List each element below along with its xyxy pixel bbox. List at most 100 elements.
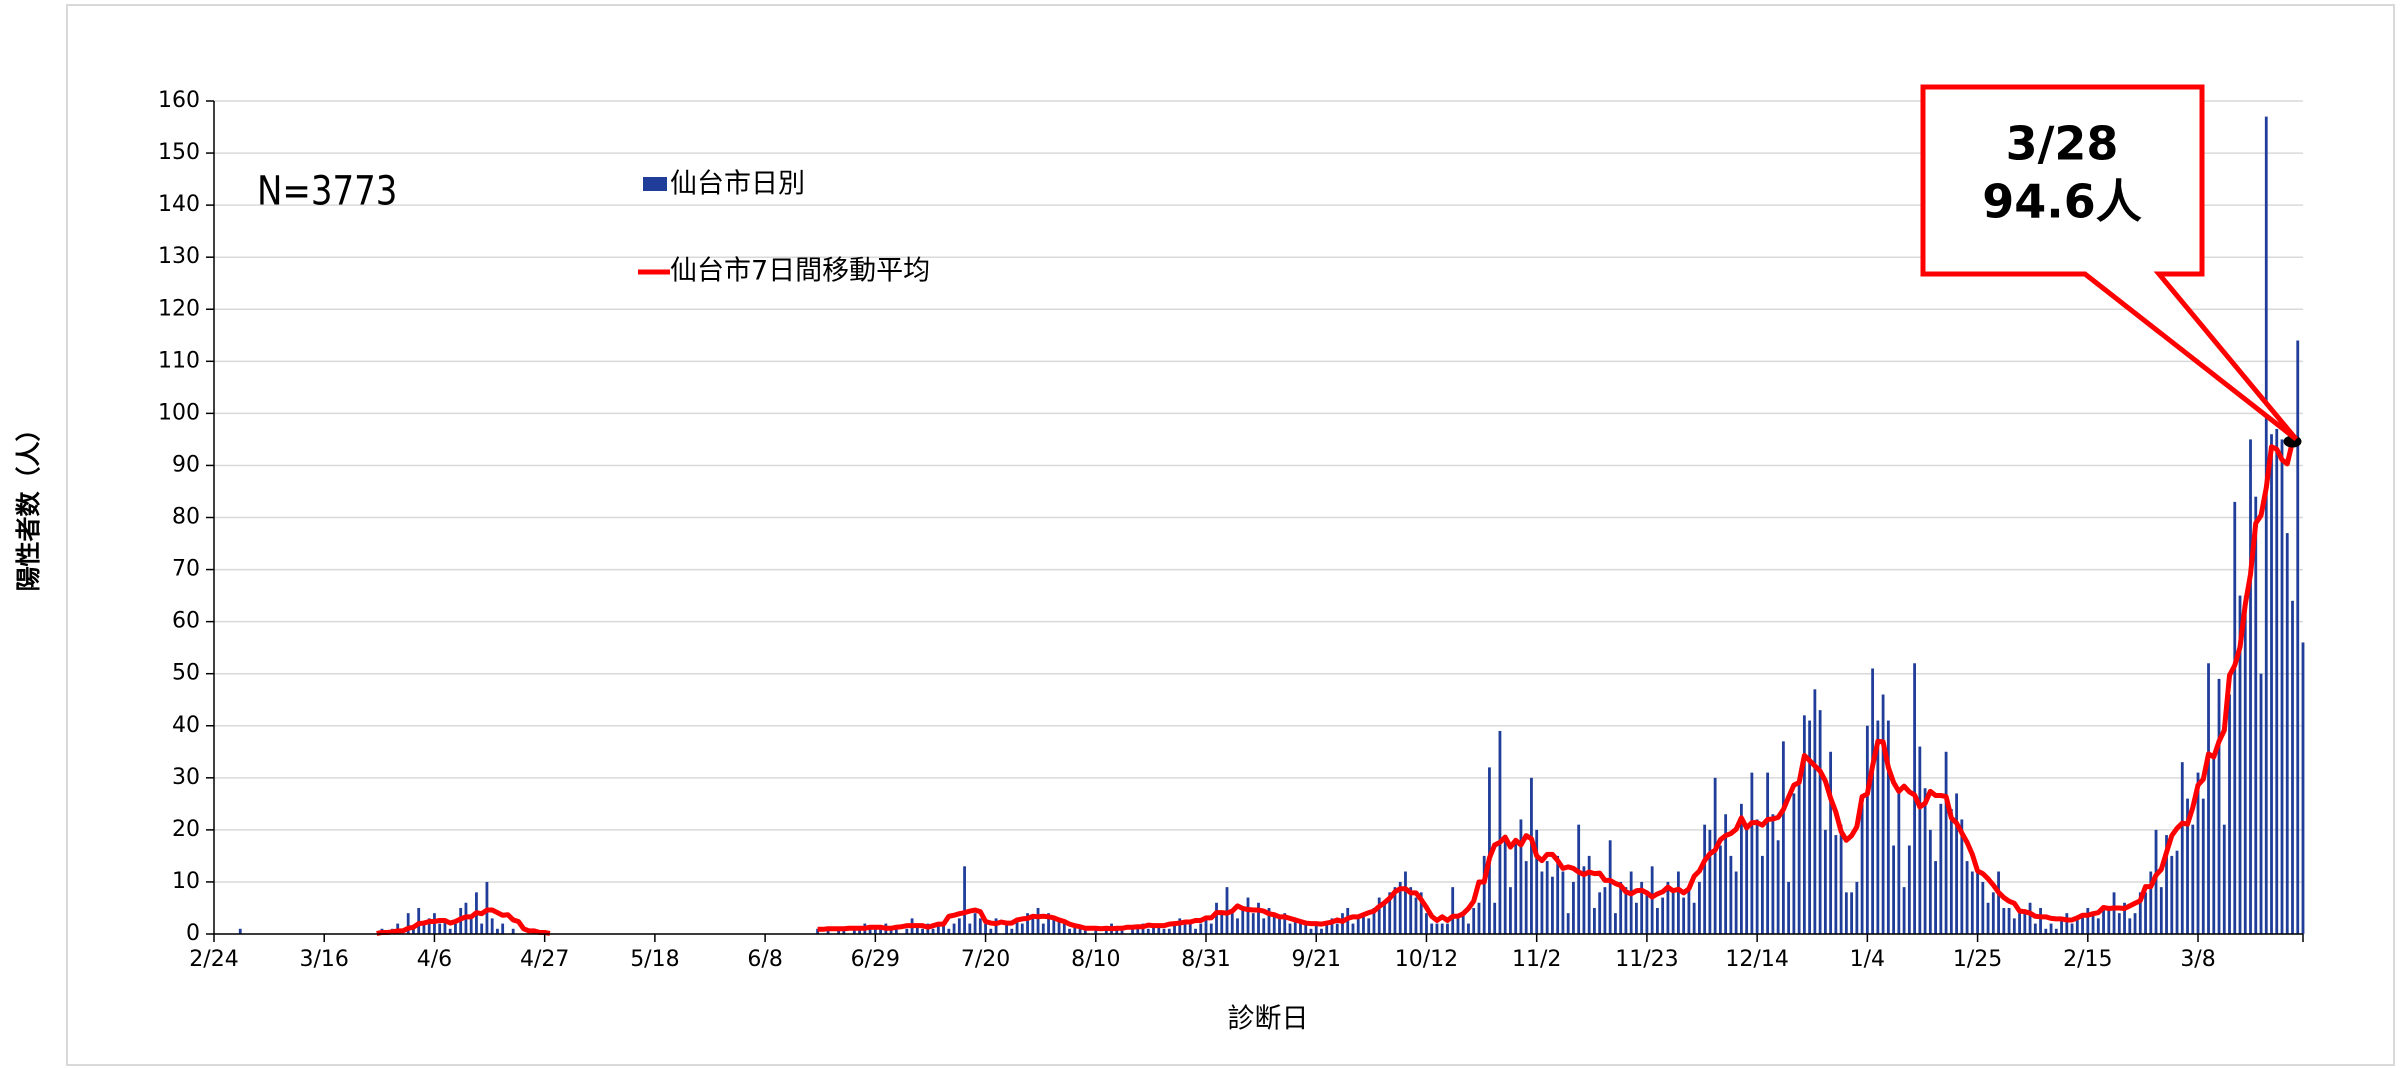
y-axis-label: 陽性者数（人）: [14, 416, 43, 591]
axes: 0 10 20 30 40 50 60 70 80 90 100 110 120 130 140 150 160…: [158, 88, 2304, 972]
bar: [1251, 913, 1255, 934]
bar: [1036, 907, 1040, 934]
y-tick-label: 160: [158, 88, 200, 113]
bar: [2233, 501, 2237, 934]
bar: [1467, 923, 1470, 934]
bar: [1309, 928, 1313, 934]
bar: [1949, 809, 1953, 934]
bar: [1335, 923, 1339, 934]
bar: [1781, 741, 1785, 934]
bar: [1960, 819, 1964, 934]
bar: [1267, 907, 1271, 934]
bar: [448, 928, 452, 934]
callout-text: 3/28: [2006, 117, 2119, 171]
note: N=3773: [257, 168, 397, 214]
bar: [422, 923, 426, 934]
bar: [1876, 720, 1880, 934]
bar: [1299, 923, 1302, 934]
bar: [1482, 855, 1486, 934]
bar: [1293, 918, 1297, 934]
y-tick-label: 50: [172, 661, 200, 686]
bar: [1178, 918, 1182, 934]
bar: [1325, 923, 1329, 934]
bar: [2112, 892, 2116, 934]
callout: 3/28 94.6人: [1920, 84, 2298, 441]
bar: [2291, 600, 2294, 934]
bar: [2138, 892, 2142, 934]
x-tick-label: 12/14: [1725, 947, 1788, 972]
bar: [1955, 793, 1958, 934]
bar: [978, 918, 982, 934]
bar: [1650, 866, 1654, 934]
bar: [1676, 871, 1680, 934]
bar: [942, 923, 945, 934]
callout-point: [2283, 435, 2302, 448]
bar: [1802, 715, 1806, 934]
y-tick-label: 90: [172, 452, 200, 477]
bar: [1776, 840, 1780, 934]
bar: [412, 928, 415, 934]
legend-label: 仙台市日別: [670, 169, 805, 200]
bar: [1246, 897, 1250, 934]
bar: [496, 928, 499, 934]
bar: [1572, 881, 1575, 934]
bar: [1241, 907, 1245, 934]
bar: [2254, 496, 2258, 934]
bar: [2264, 116, 2268, 934]
bar: [2075, 918, 2079, 934]
bar: [1162, 928, 1166, 934]
bar: [1850, 892, 1854, 934]
bar: [1236, 918, 1239, 934]
bar: [1377, 897, 1381, 934]
bar: [1656, 907, 1659, 934]
bar: [1383, 902, 1386, 934]
bar: [1440, 923, 1444, 934]
bar: [1671, 892, 1675, 934]
bar: [947, 928, 951, 934]
bar: [2275, 428, 2279, 934]
bar: [2002, 907, 2006, 934]
bar: [2149, 871, 2153, 934]
bar: [2285, 533, 2289, 934]
bar: [2180, 762, 2184, 934]
bar: [1797, 777, 1801, 934]
bar: [2039, 907, 2042, 934]
bar: [1792, 793, 1796, 934]
legend-swatch: [643, 177, 667, 191]
bar: [2238, 595, 2242, 934]
bar: [1640, 881, 1644, 934]
bar: [2107, 907, 2111, 934]
bar: [1409, 887, 1413, 934]
bar: [1047, 913, 1050, 934]
bar: [443, 918, 447, 934]
bar: [1834, 835, 1838, 934]
bar: [2081, 913, 2084, 934]
bar: [1414, 897, 1418, 934]
bar: [1582, 866, 1586, 934]
bar: [1288, 923, 1292, 934]
bar: [2175, 850, 2179, 934]
y-tick-label: 10: [172, 869, 200, 894]
bar: [1839, 824, 1843, 934]
bar: [1682, 897, 1686, 934]
bar: [1372, 907, 1376, 934]
bar: [1131, 928, 1134, 934]
bar: [2144, 892, 2147, 934]
bar: [2102, 907, 2105, 934]
bar: [1146, 928, 1150, 934]
bar: [1818, 710, 1822, 934]
bar: [2165, 835, 2168, 934]
bar: [852, 928, 856, 934]
bar: [1073, 923, 1077, 934]
bar: [989, 928, 993, 934]
bar: [1928, 829, 1932, 934]
bar: [2186, 798, 2189, 934]
bar: [1881, 694, 1885, 934]
bar: [2243, 595, 2247, 934]
bar: [1167, 928, 1171, 934]
bar: [1419, 892, 1423, 934]
bar: [994, 918, 998, 934]
bar: [1320, 928, 1323, 934]
y-tick-label: 110: [158, 348, 200, 373]
bar: [936, 923, 940, 934]
